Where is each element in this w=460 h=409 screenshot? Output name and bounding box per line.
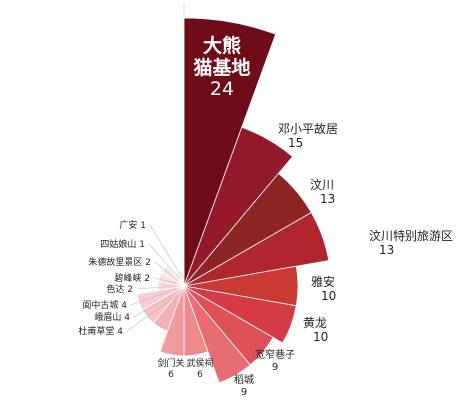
leader-line bbox=[153, 277, 177, 284]
slice-value: 13 bbox=[320, 192, 335, 206]
slice-label: 汶川 bbox=[310, 177, 334, 192]
slice-label: 杜甫草堂 4 bbox=[78, 325, 123, 337]
slice-value: 10 bbox=[313, 330, 328, 344]
slice-value: 15 bbox=[288, 136, 303, 150]
slice-value: 6 bbox=[197, 370, 203, 380]
slice-1[interactable] bbox=[183, 126, 294, 287]
slice-label: 峨眉山 4 bbox=[94, 311, 130, 323]
slice-5[interactable] bbox=[183, 285, 297, 344]
slice-label: 猫基地 bbox=[193, 56, 250, 79]
slice-label: 雅安 bbox=[311, 274, 335, 289]
slice-label: 武侯祠 bbox=[186, 357, 213, 369]
slice-label: 稻城 bbox=[234, 374, 254, 386]
slice-label: 宽窄巷子 bbox=[255, 348, 295, 361]
slice-7[interactable] bbox=[183, 285, 251, 384]
slice-0[interactable] bbox=[183, 17, 277, 287]
slice-label: 广安 1 bbox=[119, 219, 146, 231]
slice-value: 9 bbox=[241, 387, 247, 398]
slice-label: 碧峰峡 2 bbox=[114, 272, 150, 284]
leader-line bbox=[133, 290, 179, 318]
slice-label: 剑门关 bbox=[157, 357, 184, 369]
slice-label: 黄龙 bbox=[303, 316, 327, 330]
slice-value: 10 bbox=[321, 289, 336, 303]
leader-line bbox=[154, 261, 179, 282]
slice-value: 9 bbox=[272, 362, 278, 373]
slice-label: 汶川特别旅游区 bbox=[369, 228, 453, 243]
leader-line bbox=[126, 292, 181, 332]
leader-line bbox=[149, 224, 183, 279]
slice-value: 13 bbox=[379, 243, 394, 257]
leader-line bbox=[148, 243, 181, 280]
slice-3[interactable] bbox=[183, 211, 330, 287]
slice-label: 色达 2 bbox=[106, 283, 133, 295]
slice-label: 邓小平故居 bbox=[278, 121, 338, 136]
slice-value: 6 bbox=[168, 370, 174, 380]
slice-label: 阆中古城 4 bbox=[82, 299, 127, 311]
leader-line bbox=[130, 288, 177, 306]
slice-label: 四姑娘山 1 bbox=[100, 238, 145, 250]
leader-line bbox=[136, 285, 177, 290]
slice-label: 大熊 bbox=[203, 34, 241, 57]
slice-label: 朱德故里景区 2 bbox=[88, 256, 151, 268]
slice-value: 24 bbox=[210, 78, 234, 100]
